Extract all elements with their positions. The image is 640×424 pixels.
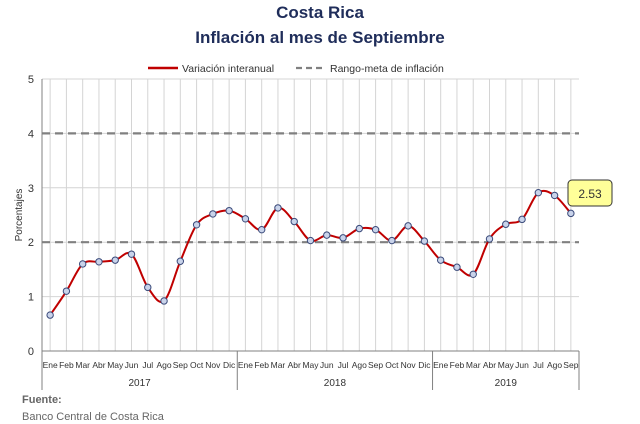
legend-label-rango-meta: Rango-meta de inflación xyxy=(330,63,444,75)
x-tick-label: Nov xyxy=(205,360,221,370)
data-point xyxy=(453,263,461,271)
data-point xyxy=(371,225,380,234)
x-tick-label: May xyxy=(107,360,124,370)
data-point xyxy=(160,297,168,305)
x-tick-label: Oct xyxy=(190,360,204,370)
x-tick-label: Dic xyxy=(418,360,431,370)
x-tick-label: Ene xyxy=(43,360,58,370)
data-point xyxy=(567,209,575,218)
data-point xyxy=(518,215,526,224)
data-point xyxy=(323,231,331,239)
x-tick-label: Mar xyxy=(271,360,286,370)
x-tick-label: Mar xyxy=(75,360,90,370)
data-point xyxy=(485,235,494,243)
x-tick-label: Ene xyxy=(238,360,253,370)
data-point xyxy=(225,206,233,215)
data-point xyxy=(534,188,543,197)
data-point xyxy=(111,256,119,264)
x-tick-label: Abr xyxy=(483,360,496,370)
y-tick-label: 4 xyxy=(28,128,34,140)
x-tick-label: Mar xyxy=(466,360,481,370)
source-label: Fuente: xyxy=(22,394,62,406)
data-point xyxy=(62,287,71,295)
data-point xyxy=(209,210,217,218)
x-tick-label: Jul xyxy=(533,360,544,370)
data-point xyxy=(46,311,54,319)
x-tick-label: Feb xyxy=(254,360,269,370)
chart-title: Costa Rica xyxy=(276,3,364,22)
x-tick-label: Sep xyxy=(368,360,383,370)
data-point xyxy=(355,224,364,233)
x-tick-label: Oct xyxy=(385,360,399,370)
x-tick-label: Jun xyxy=(125,360,139,370)
data-point xyxy=(290,217,298,226)
data-point xyxy=(176,257,185,265)
y-tick-label: 0 xyxy=(28,346,34,358)
x-tick-label: Sep xyxy=(173,360,188,370)
data-point xyxy=(550,191,559,200)
y-axis-label: Porcentajes xyxy=(14,189,25,242)
data-point xyxy=(127,250,136,258)
value-callout-box xyxy=(567,179,613,207)
data-point xyxy=(257,225,266,234)
x-tick-label: Jun xyxy=(320,360,334,370)
x-tick-label: Jul xyxy=(338,360,349,370)
year-label: 2019 xyxy=(495,378,518,389)
value-callout-label: 2.53 xyxy=(578,187,602,201)
x-tick-label: Ago xyxy=(547,360,562,370)
data-point xyxy=(241,215,250,223)
data-point xyxy=(388,236,396,245)
data-point xyxy=(502,220,510,228)
x-tick-label: Jul xyxy=(142,360,153,370)
data-point xyxy=(404,222,412,230)
y-tick-label: 2 xyxy=(28,237,34,249)
x-tick-label: Dic xyxy=(223,360,236,370)
x-tick-label: Ago xyxy=(156,360,171,370)
year-label: 2017 xyxy=(129,378,152,389)
data-point xyxy=(274,204,282,212)
x-tick-label: Nov xyxy=(401,360,417,370)
data-point xyxy=(78,260,87,268)
data-point xyxy=(306,236,315,245)
data-point xyxy=(339,234,347,242)
data-point xyxy=(420,237,429,245)
x-tick-label: May xyxy=(498,360,515,370)
y-tick-label: 5 xyxy=(28,74,34,86)
chart-subtitle: Inflación al mes de Septiembre xyxy=(195,28,445,47)
x-tick-label: Feb xyxy=(59,360,74,370)
x-tick-label: Abr xyxy=(92,360,105,370)
x-tick-label: Jun xyxy=(515,360,529,370)
legend-label-variacion: Variación interanual xyxy=(182,63,274,75)
source-text: Banco Central de Costa Rica xyxy=(22,411,164,423)
x-tick-label: Ago xyxy=(352,360,367,370)
year-label: 2018 xyxy=(324,378,347,389)
y-tick-label: 3 xyxy=(28,183,34,195)
data-point xyxy=(144,283,152,292)
x-tick-label: Sep xyxy=(563,360,578,370)
data-point xyxy=(469,270,477,278)
x-tick-label: Feb xyxy=(450,360,465,370)
x-tick-label: May xyxy=(302,360,319,370)
y-tick-label: 1 xyxy=(28,292,34,304)
x-tick-label: Abr xyxy=(288,360,301,370)
data-point xyxy=(192,221,201,229)
data-point xyxy=(436,256,445,264)
data-point xyxy=(95,258,103,266)
x-tick-label: Ene xyxy=(433,360,448,370)
